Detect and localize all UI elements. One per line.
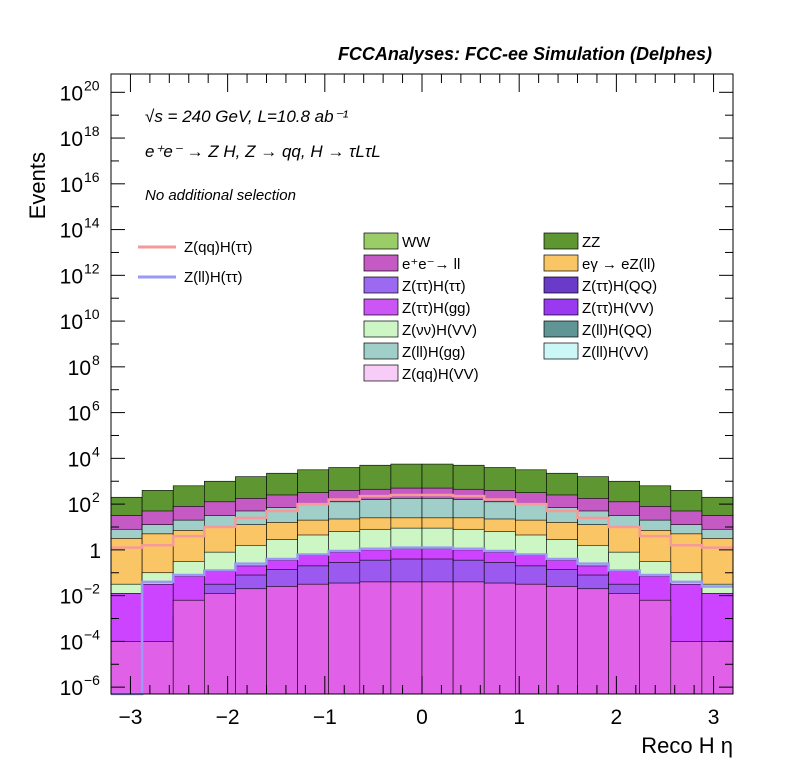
legend-swatch [363, 364, 399, 382]
histogram-bar [235, 588, 267, 695]
histogram-bar [204, 593, 236, 695]
annotation-energy: √s = 240 GeV, L=10.8 ab⁻¹ [145, 107, 349, 126]
legend-label: eγ → eZ(ll) [582, 256, 655, 273]
annotation-selection: No additional selection [145, 187, 296, 204]
legend-label: Z(ττ)H(QQ) [582, 278, 657, 295]
y-tick-label: 10 [68, 494, 91, 517]
legend-label: Z(qq)H(ττ) [184, 239, 253, 256]
y-tick-label: 10 [60, 174, 83, 197]
y-tick-label: 10 [68, 403, 91, 426]
legend-label: Z(ττ)H(gg) [402, 300, 471, 317]
legend-label: Z(qq)H(VV) [402, 366, 479, 383]
histogram-bar [701, 641, 734, 695]
y-tick-exponent: 4 [92, 443, 100, 459]
y-tick-exponent: 8 [92, 352, 100, 368]
legend-label: Z(ll)H(VV) [582, 344, 649, 361]
legend-swatch [363, 298, 399, 316]
y-tick-label: 10 [60, 311, 83, 334]
y-tick-label: 10 [68, 357, 91, 380]
legend-label: Z(νν)H(VV) [402, 322, 477, 339]
chart-title: FCCAnalyses: FCC-ee Simulation (Delphes) [338, 44, 712, 64]
y-tick-label: 10 [60, 265, 83, 288]
y-tick-label: 10 [60, 677, 83, 700]
y-tick-label: 10 [60, 631, 83, 654]
y-axis-label: Events [25, 152, 50, 219]
histogram-bar [110, 641, 143, 695]
annotation-process: e⁺e⁻ → Z H, Z → qq, H → τLτL [145, 142, 381, 161]
x-tick-label: −2 [216, 706, 240, 729]
x-tick-label: 3 [708, 706, 720, 729]
y-tick-exponent: 14 [84, 215, 100, 231]
x-tick-label: −1 [313, 706, 337, 729]
histogram-bar [608, 593, 640, 695]
x-tick-label: −3 [118, 706, 142, 729]
legend-swatch [543, 342, 579, 360]
y-tick-label: 10 [60, 82, 83, 105]
legend-lines: Z(qq)H(ττ) Z(ll)H(ττ) [138, 239, 253, 286]
y-tick-exponent: 12 [84, 260, 100, 276]
histogram-bar [266, 586, 298, 695]
histogram-bar [546, 586, 578, 695]
legend-swatch [363, 320, 399, 338]
legend-swatch [543, 320, 579, 338]
y-tick-label: 10 [60, 586, 83, 609]
x-axis-label: Reco H η [641, 733, 733, 758]
x-tick-label: 2 [611, 706, 623, 729]
histogram-bar [297, 583, 330, 695]
histogram-bar [577, 588, 609, 695]
histogram-bar [514, 583, 547, 695]
y-tick-exponent: −4 [84, 626, 100, 642]
histogram-bar [670, 641, 703, 695]
y-tick-exponent: 10 [84, 306, 100, 322]
legend-swatch [543, 254, 579, 272]
histogram-bar [359, 581, 392, 695]
y-tick-label: 1 [89, 540, 101, 563]
y-tick-exponent: 20 [84, 77, 100, 93]
legend-stack: WW ZZ e⁺e⁻→ ll eγ → eZ(ll) Z(ττ)H(ττ) Z(ττ)H(… [363, 232, 657, 383]
y-tick-exponent: 16 [84, 169, 100, 185]
x-tick-label: 0 [416, 706, 428, 729]
histogram-bar [639, 599, 672, 695]
legend-label: ZZ [582, 234, 600, 251]
legend-label: Z(ll)H(gg) [402, 344, 465, 361]
legend-swatch [363, 342, 399, 360]
legend-label: WW [402, 234, 431, 251]
legend-label: Z(ττ)H(ττ) [402, 278, 466, 295]
legend-swatch [363, 276, 399, 294]
plot-area [110, 463, 734, 696]
histogram-bar [328, 582, 361, 695]
x-axis: −3 −2 −1 0 1 2 3 [110, 74, 734, 729]
stack-layer [110, 581, 734, 695]
legend-swatch [543, 232, 579, 250]
overlay-line [111, 493, 733, 549]
y-tick-label: 10 [60, 128, 83, 151]
legend-label: Z(ll)H(QQ) [582, 322, 652, 339]
histogram-bar [483, 582, 516, 695]
histogram-bar [421, 581, 454, 695]
legend-swatch [543, 276, 579, 294]
legend-swatch [543, 298, 579, 316]
y-tick-label: 10 [60, 220, 83, 243]
y-tick-exponent: 2 [92, 489, 100, 505]
legend-swatch [363, 232, 399, 250]
legend-swatch [363, 254, 399, 272]
y-tick-exponent: −6 [84, 672, 100, 688]
y-tick-exponent: 6 [92, 398, 100, 414]
y-tick-exponent: −2 [84, 581, 100, 597]
histogram-bar [172, 599, 205, 695]
legend-label: e⁺e⁻→ ll [402, 256, 460, 273]
histogram-bar [452, 581, 485, 695]
y-tick-label: 10 [68, 448, 91, 471]
histogram-bar [390, 581, 423, 695]
overlay-line [111, 546, 733, 696]
x-tick-label: 1 [513, 706, 525, 729]
histogram-bar [141, 641, 174, 695]
legend-label: Z(ττ)H(VV) [582, 300, 654, 317]
y-tick-exponent: 18 [84, 123, 100, 139]
legend-label: Z(ll)H(ττ) [184, 269, 243, 286]
